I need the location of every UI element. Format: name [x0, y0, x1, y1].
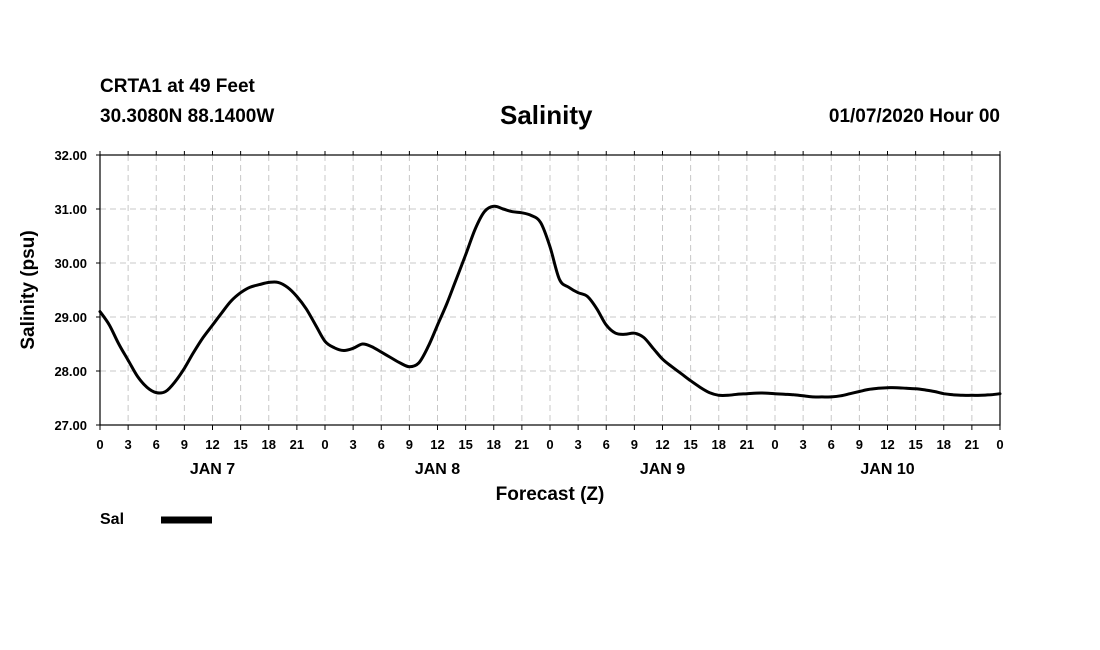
x-tick-label: 3 — [350, 437, 357, 452]
x-tick-label: 0 — [321, 437, 328, 452]
grid-layer — [100, 155, 1000, 425]
x-tick-label: 6 — [378, 437, 385, 452]
x-tick-label: 18 — [937, 437, 951, 452]
x-tick-label: 18 — [487, 437, 501, 452]
x-axis-label: Forecast (Z) — [496, 484, 605, 505]
x-tick-label: 0 — [996, 437, 1003, 452]
x-tick-label: 9 — [631, 437, 638, 452]
x-tick-label: 15 — [683, 437, 697, 452]
x-tick-label: 3 — [575, 437, 582, 452]
x-tick-label: 9 — [406, 437, 413, 452]
x-tick-label: 3 — [800, 437, 807, 452]
y-tick-label: 30.00 — [54, 256, 87, 271]
x-tick-label: 18 — [712, 437, 726, 452]
plot-frame — [99, 154, 1001, 426]
x-tick-label: 18 — [262, 437, 276, 452]
legend-label: Sal — [100, 511, 124, 528]
page-title: Salinity — [500, 100, 593, 130]
y-tick-label: 27.00 — [54, 418, 87, 433]
x-tick-label: 6 — [153, 437, 160, 452]
x-tick-label: 9 — [181, 437, 188, 452]
day-labels: JAN 7 JAN 8 JAN 9 JAN 10 — [190, 461, 915, 478]
x-tick-label: 21 — [515, 437, 529, 452]
x-tick-label: 21 — [290, 437, 304, 452]
x-tick-label: 15 — [908, 437, 922, 452]
x-tick-label: 15 — [233, 437, 247, 452]
x-tick-label: 12 — [430, 437, 444, 452]
x-tick-label: 15 — [458, 437, 472, 452]
x-tick-label: 0 — [546, 437, 553, 452]
y-tick-label: 29.00 — [54, 310, 87, 325]
header-coords: 30.3080N 88.1400W — [100, 106, 275, 127]
day-label: JAN 9 — [640, 461, 685, 478]
y-axis: 32.00 31.00 30.00 29.00 28.00 27.00 — [54, 148, 100, 433]
x-tick-label: 12 — [655, 437, 669, 452]
x-tick-label: 21 — [965, 437, 979, 452]
x-tick-label: 6 — [828, 437, 835, 452]
y-tick-label: 31.00 — [54, 202, 87, 217]
x-tick-label: 3 — [125, 437, 132, 452]
header-issued: 01/07/2020 Hour 00 — [828, 106, 1000, 127]
x-tick-label: 9 — [856, 437, 863, 452]
x-tick-label: 12 — [205, 437, 219, 452]
x-axis: 0 3 6 9 12 15 18 21 0 3 6 9 12 15 18 21 0 3 6 9 12 15 18 21 0 3 6 9… — [96, 151, 1004, 452]
x-tick-label: 6 — [603, 437, 610, 452]
y-tick-label: 32.00 — [54, 148, 87, 163]
x-tick-label: 0 — [771, 437, 778, 452]
x-tick-label: 21 — [740, 437, 754, 452]
y-tick-label: 28.00 — [54, 364, 87, 379]
series-layer — [98, 204, 1002, 399]
day-label: JAN 8 — [415, 461, 460, 478]
x-tick-label: 0 — [96, 437, 103, 452]
header-station: CRTA1 at 49 Feet — [100, 76, 255, 97]
x-tick-label: 12 — [880, 437, 894, 452]
y-axis-label: Salinity (psu) — [18, 230, 39, 349]
day-label: JAN 7 — [190, 461, 235, 478]
series-line-sal — [98, 204, 1002, 399]
day-label: JAN 10 — [860, 461, 914, 478]
